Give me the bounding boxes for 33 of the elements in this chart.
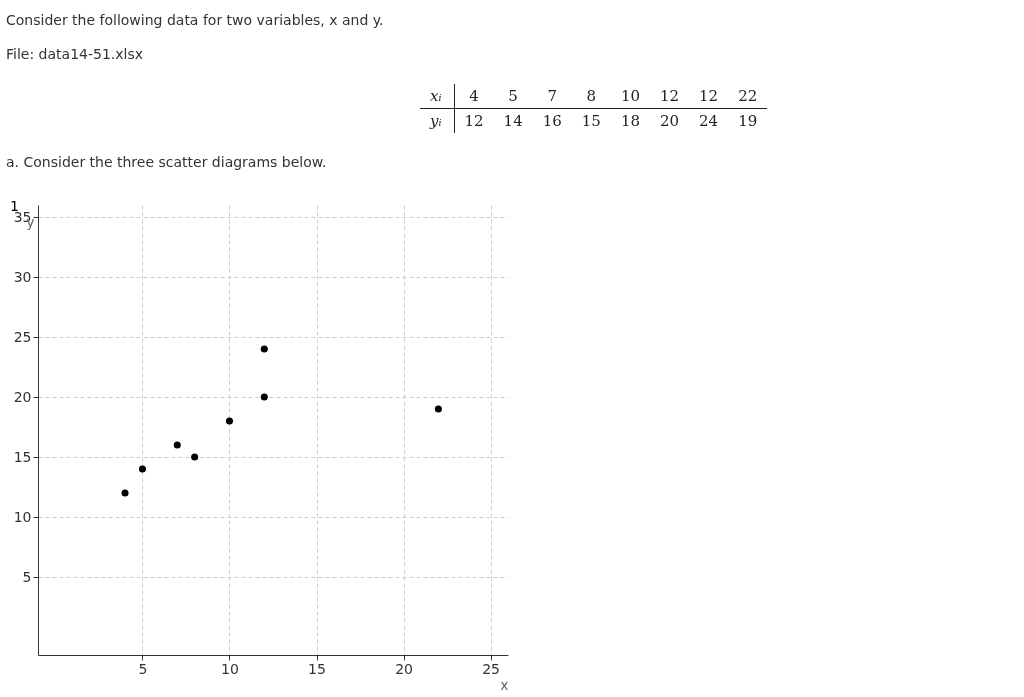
y-tick-label: 20	[13, 388, 32, 405]
text: 15	[580, 111, 602, 132]
text: 12	[689, 84, 729, 109]
x-tick-label: 10	[221, 660, 239, 677]
text: 12	[649, 84, 690, 109]
text: a. Consider the three scatter diagrams below.	[6, 154, 327, 170]
text: 16	[541, 111, 563, 132]
x-tick-label: 15	[308, 660, 326, 677]
x-tick-label: 25	[482, 660, 501, 677]
text: File: data14-51.xlsx	[6, 46, 144, 62]
text: 12	[463, 111, 485, 132]
x-tick-label: 20	[395, 660, 413, 677]
text: Consider the following data for two variables, x and y.	[6, 12, 384, 28]
text: 14	[502, 111, 524, 132]
text: 7	[532, 84, 572, 109]
y-tick-label: 5	[22, 568, 32, 585]
y-tick-label: 30	[13, 268, 32, 285]
x-tick-label: 5	[138, 660, 148, 677]
text: 8	[571, 84, 611, 109]
text: 18	[619, 111, 641, 132]
text: 4	[454, 84, 494, 109]
x-axis-title: x	[500, 676, 509, 693]
text: 5	[493, 84, 533, 109]
text: yᵢ	[420, 108, 454, 133]
y-tick-label: 25	[13, 328, 32, 345]
text: 24	[698, 111, 720, 132]
text: xᵢ	[420, 84, 454, 109]
y-tick-label: 15	[13, 448, 32, 465]
text: 10	[610, 84, 650, 109]
text: 20	[658, 111, 681, 132]
text: 19	[737, 111, 759, 132]
y-tick-label: 10	[13, 508, 32, 525]
text: 22	[728, 84, 768, 109]
